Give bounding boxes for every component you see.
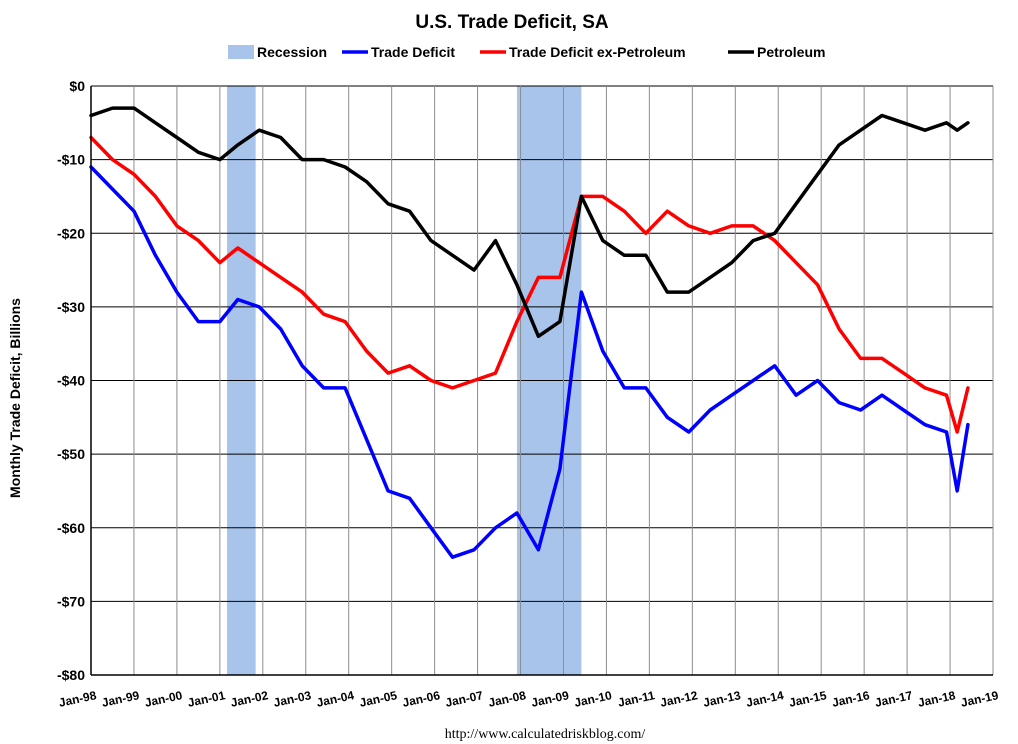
series-lines [89,106,970,559]
legend-swatch-recession [228,45,254,59]
y-tick-label: -$10 [57,152,85,168]
y-axis-label: Monthly Trade Deficit, Billions [7,298,23,498]
series-line-petroleum [89,106,970,339]
axes [90,86,993,676]
legend-label-recession: Recession [257,44,327,60]
y-tick-label: -$30 [57,299,85,315]
y-tick-label: -$70 [57,593,85,609]
source-url: http://www.calculatedriskblog.com/ [445,727,646,742]
legend-label-trade-deficit-ex-petroleum: Trade Deficit ex-Petroleum [509,44,686,60]
series-line-trade-deficit [89,165,970,559]
chart-title: U.S. Trade Deficit, SA [415,12,608,33]
y-tick-labels: $0 -$10 -$20 -$30 -$40 -$50 -$60 -$70 -$80 [57,78,85,683]
y-tick-label: $0 [69,78,85,94]
y-tick-label: -$60 [57,520,85,536]
y-tick-label: -$20 [57,225,85,241]
y-tick-label: -$50 [57,446,85,462]
legend: Recession Trade Deficit Trade Deficit ex-P… [228,44,825,60]
y-tick-label: -$80 [57,667,85,683]
series-line-trade-deficit-ex-petroleum [89,135,970,434]
y-tick-label: -$40 [57,373,85,389]
legend-label-petroleum: Petroleum [757,44,825,60]
legend-label-trade-deficit: Trade Deficit [371,44,455,60]
